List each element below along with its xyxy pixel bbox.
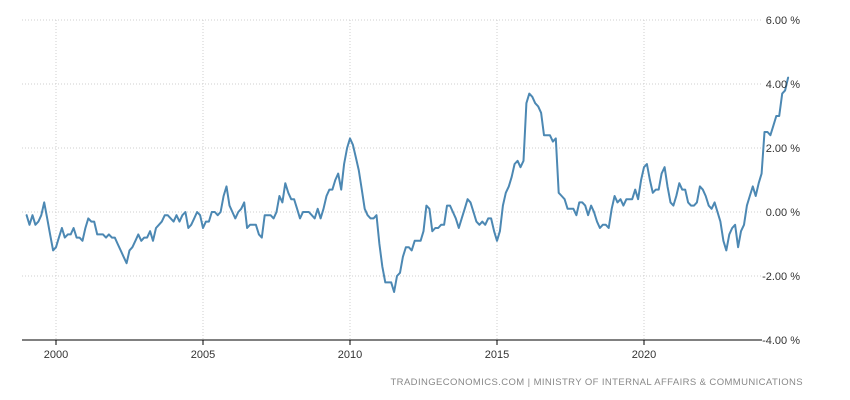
y-tick-label: 2.00 % (766, 143, 800, 155)
x-tick-labels: 2000 2005 2010 2015 2020 (44, 349, 656, 361)
x-tick-label: 2005 (191, 349, 215, 361)
series-line (25, 76, 790, 293)
x-tick-label: 2000 (44, 349, 68, 361)
x-tick-label: 2015 (485, 349, 509, 361)
source-attribution: TRADINGECONOMICS.COM | MINISTRY OF INTER… (390, 377, 803, 388)
y-tick-label: -4.00 % (762, 335, 800, 347)
x-tick-label: 2020 (632, 349, 656, 361)
x-axis (22, 339, 762, 345)
y-tick-label: 0.00 % (766, 207, 800, 219)
y-tick-label: 6.00 % (766, 15, 800, 27)
y-tick-labels: 6.00 % 4.00 % 2.00 % 0.00 % -2.00 % -4.00 % (762, 15, 800, 347)
y-tick-label: -2.00 % (762, 271, 800, 283)
series-layer (25, 76, 790, 293)
y-tick-label: 4.00 % (766, 79, 800, 91)
x-tick-label: 2010 (338, 349, 362, 361)
grid-lines (22, 19, 762, 341)
